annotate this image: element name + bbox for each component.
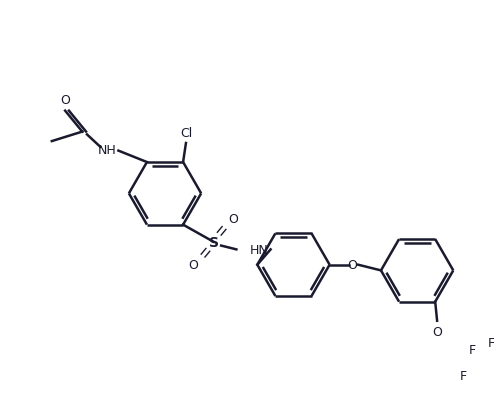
Text: O: O xyxy=(432,325,442,338)
Text: O: O xyxy=(347,259,357,271)
Text: F: F xyxy=(468,343,476,356)
Text: Cl: Cl xyxy=(180,127,192,140)
Text: O: O xyxy=(229,213,239,226)
Text: F: F xyxy=(488,336,494,349)
Text: S: S xyxy=(208,235,218,249)
Text: F: F xyxy=(460,369,467,382)
Text: O: O xyxy=(60,94,70,107)
Text: O: O xyxy=(189,259,199,271)
Text: NH: NH xyxy=(98,144,117,157)
Text: HN: HN xyxy=(249,243,268,256)
